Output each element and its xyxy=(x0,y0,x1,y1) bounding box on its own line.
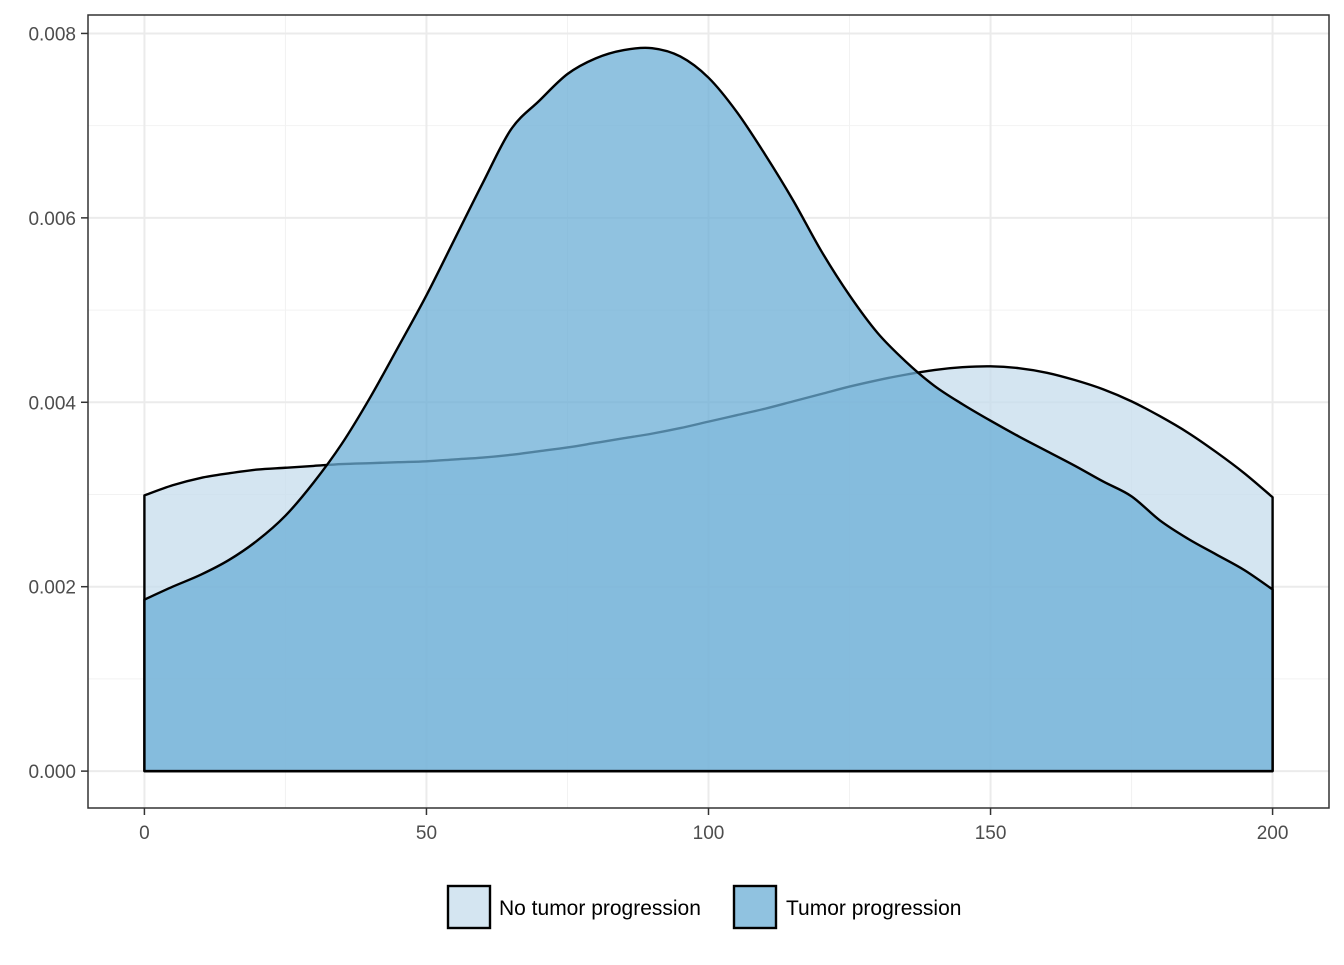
x-tick-label: 0 xyxy=(139,823,150,844)
legend-label-tumor-progression: Tumor progression xyxy=(786,897,961,920)
density-area-tumor-progression xyxy=(143,46,1274,773)
y-axis: 0.000 0.002 0.004 0.006 0.008 xyxy=(28,24,88,783)
x-tick-label: 200 xyxy=(1257,823,1289,844)
x-tick-label: 50 xyxy=(416,823,437,844)
legend-key-no-tumor-progression xyxy=(446,884,492,930)
density-areas xyxy=(143,46,1274,773)
x-tick-label: 150 xyxy=(975,823,1007,844)
x-axis: 0 50 100 150 200 xyxy=(139,808,1288,844)
x-tick-label: 100 xyxy=(693,823,725,844)
legend: No tumor progression Tumor progression xyxy=(446,884,961,930)
legend-label-no-tumor-progression: No tumor progression xyxy=(499,897,701,920)
y-tick-label: 0.006 xyxy=(28,209,76,230)
y-tick-label: 0.000 xyxy=(28,762,76,783)
legend-key-tumor-progression xyxy=(732,884,778,930)
y-tick-label: 0.004 xyxy=(28,393,76,414)
y-tick-label: 0.008 xyxy=(28,24,76,45)
y-tick-label: 0.002 xyxy=(28,578,76,599)
